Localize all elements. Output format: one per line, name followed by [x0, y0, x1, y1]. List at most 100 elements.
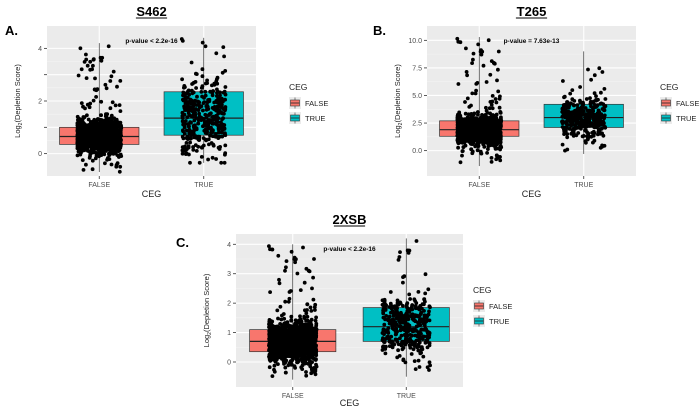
data-point — [493, 123, 498, 128]
data-point — [102, 119, 107, 123]
data-point — [99, 58, 104, 63]
data-point — [494, 153, 499, 158]
data-point — [105, 142, 110, 147]
data-point — [214, 122, 219, 127]
data-point — [480, 115, 485, 120]
data-point — [210, 90, 215, 95]
data-point — [298, 314, 302, 319]
data-point — [565, 135, 570, 140]
data-point — [200, 67, 205, 72]
data-point — [563, 125, 568, 130]
data-point — [222, 127, 227, 131]
data-point — [597, 129, 602, 133]
data-point — [183, 105, 188, 110]
data-point — [592, 122, 597, 127]
data-point — [599, 101, 604, 106]
chart-title: T265 — [517, 4, 547, 19]
data-point — [277, 277, 281, 282]
data-point — [191, 145, 196, 149]
data-point — [578, 100, 583, 105]
data-point — [565, 132, 570, 136]
data-point — [475, 148, 480, 153]
data-point — [222, 160, 227, 165]
data-point — [99, 113, 103, 118]
data-point — [91, 98, 96, 103]
data-point — [115, 141, 120, 146]
data-point — [84, 162, 88, 167]
data-point — [78, 139, 83, 143]
data-point — [592, 91, 597, 96]
y-axis-title-prefix: Log — [393, 125, 402, 138]
data-point — [460, 153, 464, 158]
data-point — [304, 370, 308, 374]
data-point — [106, 134, 111, 139]
data-point — [465, 73, 469, 78]
data-point — [591, 99, 596, 104]
data-point — [487, 106, 492, 111]
data-point — [499, 116, 503, 121]
data-point — [214, 132, 218, 136]
data-point — [117, 103, 122, 107]
data-point — [111, 135, 116, 140]
data-point — [200, 94, 205, 99]
data-point — [210, 115, 215, 119]
data-point — [181, 92, 186, 97]
data-point — [202, 122, 207, 127]
data-point — [468, 132, 473, 137]
data-point — [85, 113, 89, 118]
y-tick-label: 4 — [227, 242, 231, 249]
data-point — [470, 151, 475, 156]
data-point — [494, 136, 498, 141]
data-point — [464, 134, 469, 139]
data-point — [470, 61, 474, 65]
data-point — [592, 73, 597, 78]
data-point — [486, 147, 490, 152]
data-point — [215, 90, 219, 95]
data-point — [94, 95, 98, 99]
data-point — [200, 74, 205, 79]
data-point — [90, 67, 94, 72]
chart-title: S462 — [136, 4, 166, 19]
data-point — [220, 70, 225, 75]
data-point — [455, 36, 460, 41]
data-point — [196, 121, 201, 126]
data-point — [218, 93, 222, 98]
jitter-points-true — [179, 37, 228, 165]
data-point — [91, 63, 95, 68]
data-point — [603, 97, 608, 101]
data-point — [301, 245, 305, 250]
data-point — [586, 132, 590, 137]
y-tick-label: 7.5 — [412, 65, 422, 72]
data-point — [211, 143, 216, 148]
data-point — [489, 102, 494, 107]
data-point — [584, 97, 589, 101]
data-point — [498, 140, 503, 145]
data-point — [314, 328, 319, 333]
data-point — [184, 141, 189, 145]
data-point — [477, 128, 482, 132]
data-point — [205, 78, 210, 83]
data-point — [293, 366, 297, 370]
data-point — [479, 52, 484, 57]
data-point — [222, 89, 227, 94]
data-point — [565, 147, 570, 152]
data-point — [289, 318, 294, 322]
data-point — [104, 86, 109, 91]
data-point — [483, 133, 488, 138]
data-point — [197, 160, 202, 165]
data-point — [111, 125, 116, 130]
data-point — [214, 79, 219, 84]
data-point — [216, 104, 221, 108]
data-point — [205, 81, 210, 85]
y-tick-label: 2 — [38, 99, 42, 106]
data-point — [188, 140, 193, 145]
data-point — [469, 147, 474, 152]
data-point — [109, 162, 114, 167]
data-point — [222, 123, 227, 127]
y-axis-title-sub: 2 — [18, 122, 24, 125]
data-point — [479, 151, 484, 156]
data-point — [284, 259, 289, 263]
data-point — [75, 136, 80, 141]
data-point — [464, 46, 468, 51]
